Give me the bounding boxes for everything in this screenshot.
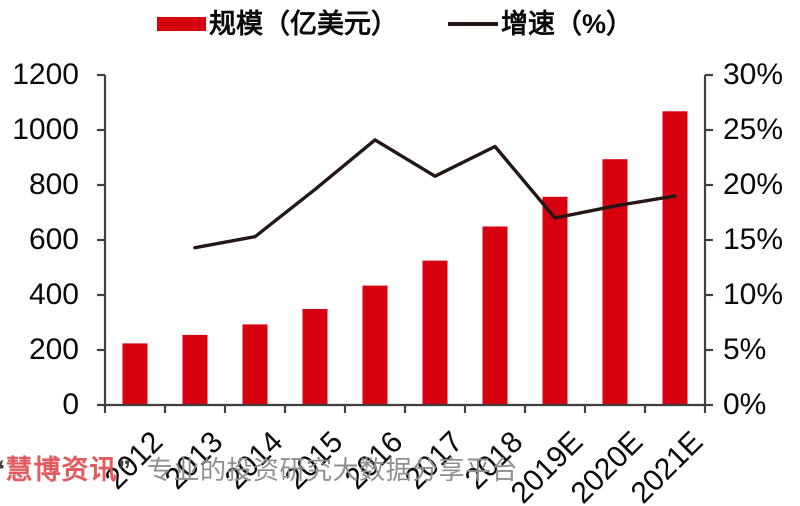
y-axis-right-label: 20% — [723, 168, 784, 201]
watermark-close-quote: ” — [117, 455, 132, 485]
legend-line-swatch-icon — [448, 22, 498, 26]
legend-line-label: 增速（%） — [501, 9, 634, 39]
watermark: “慧博资讯” 专业的投资研究大数据分享平台 — [0, 453, 518, 487]
bar-2013 — [182, 334, 208, 405]
legend-bar-label: 规模（亿美元） — [209, 9, 398, 39]
legend-bar-swatch-icon — [157, 17, 206, 31]
y-axis-left-label: 400 — [28, 278, 79, 311]
y-axis-left-label: 200 — [28, 333, 79, 366]
bar-2014 — [242, 324, 268, 405]
y-axis-right-label: 5% — [723, 333, 767, 366]
bar-2012 — [122, 343, 148, 405]
y-axis-left-label: 0 — [62, 388, 79, 421]
bar-2015 — [302, 309, 328, 405]
bar-2018 — [482, 226, 508, 405]
y-axis-right-label: 25% — [723, 113, 784, 146]
watermark-brand: 慧博资讯 — [5, 455, 118, 485]
bar-2021E — [662, 111, 688, 406]
y-axis-right-label: 10% — [723, 278, 784, 311]
growth-line — [193, 138, 677, 250]
bar-2017 — [422, 260, 448, 405]
y-axis-right-label: 15% — [723, 223, 784, 256]
y-axis-left-label: 1200 — [12, 58, 79, 91]
y-axis-left-label: 600 — [28, 223, 79, 256]
y-axis-right-label: 0% — [723, 388, 767, 421]
bar-2020E — [602, 159, 628, 405]
legend: 规模（亿美元） 增速（%） — [157, 5, 633, 43]
bar-2019E — [542, 196, 568, 405]
y-axis-left-label: 1000 — [12, 113, 79, 146]
watermark-open-quote: “ — [0, 455, 6, 485]
bar-2016 — [362, 285, 388, 405]
y-axis-left-label: 800 — [28, 168, 79, 201]
y-axis-right-label: 30% — [723, 58, 784, 91]
watermark-tagline: 专业的投资研究大数据分享平台 — [147, 455, 519, 485]
